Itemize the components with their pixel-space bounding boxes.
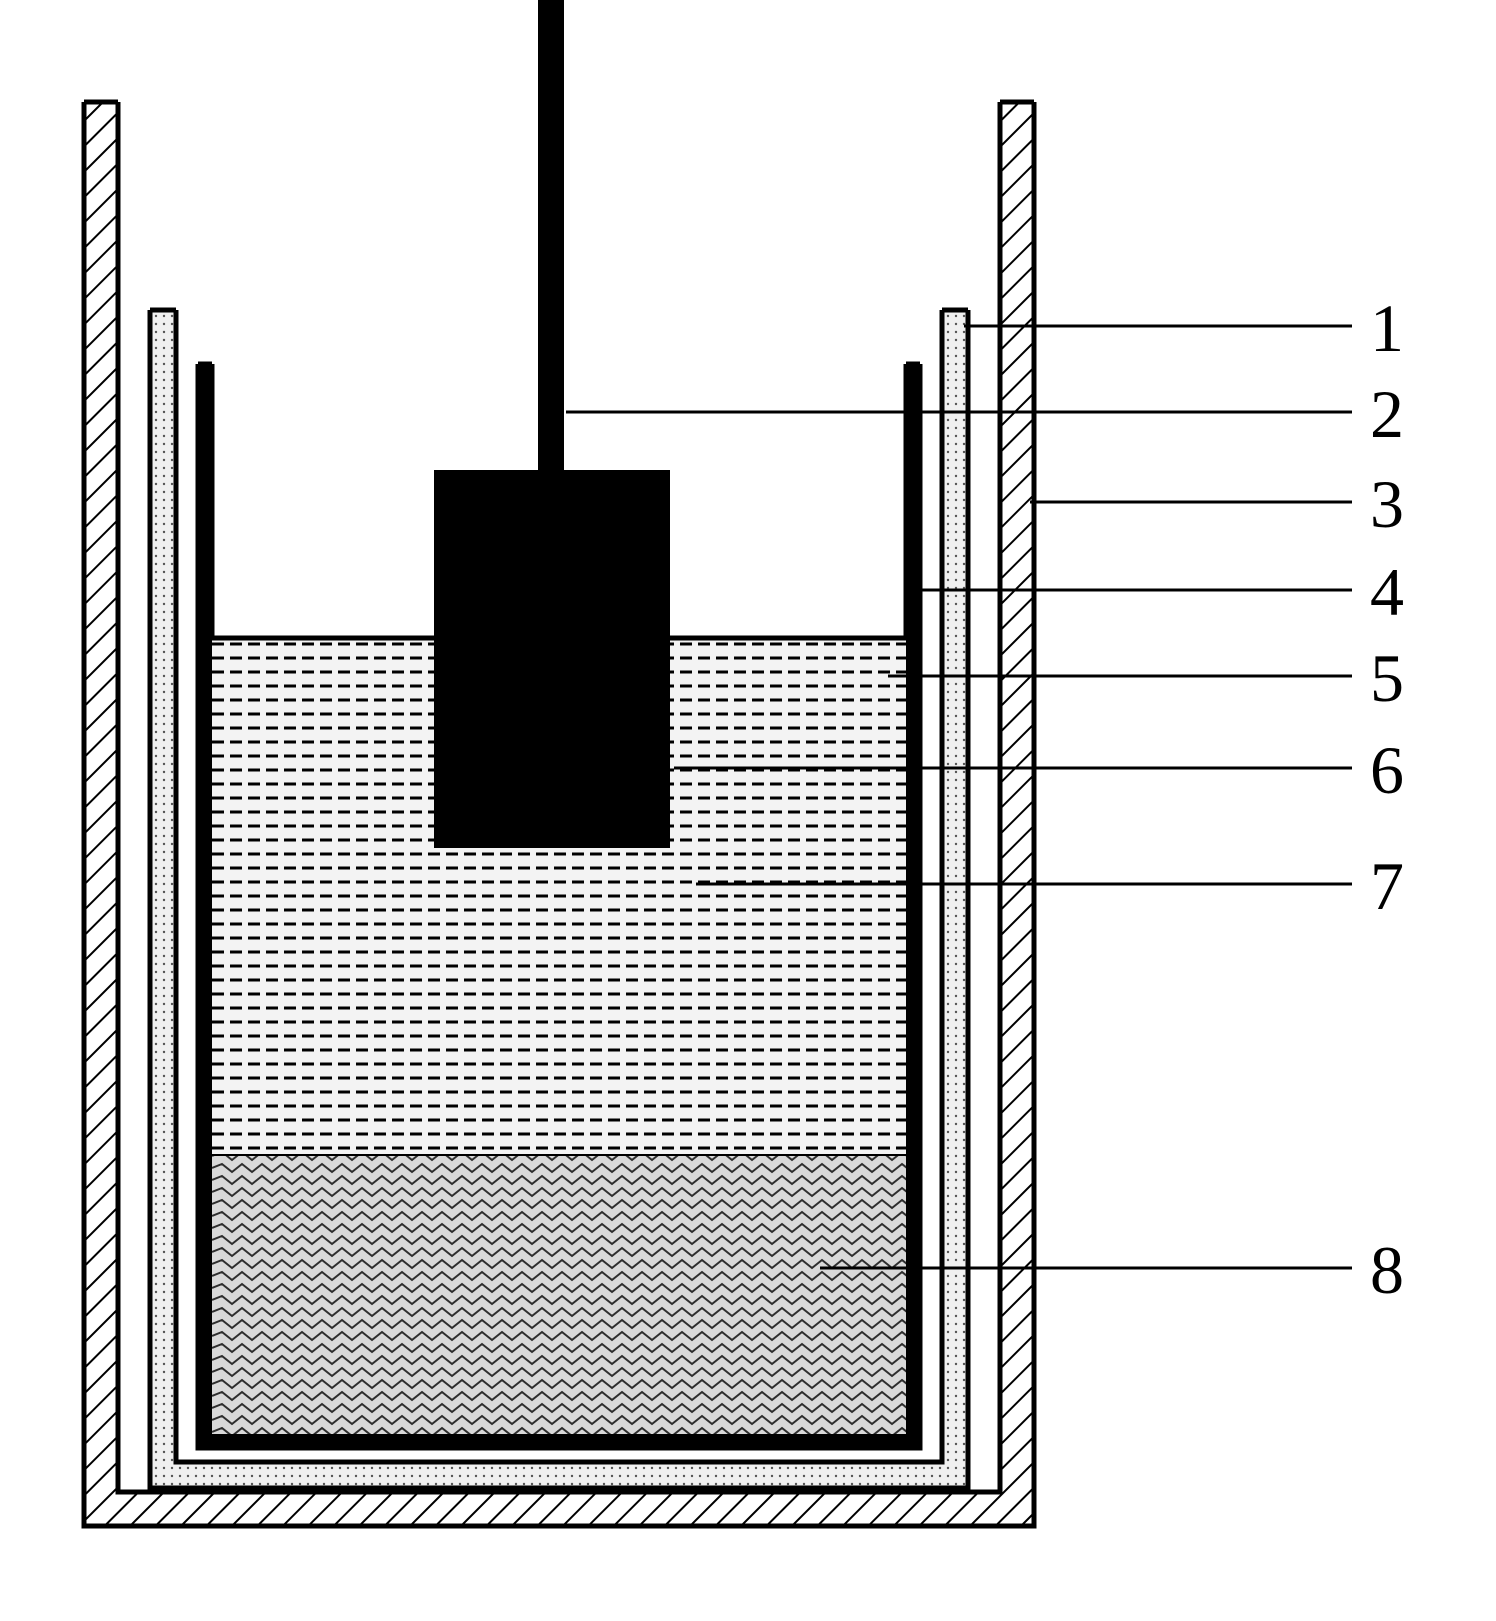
label-8: 8	[1370, 1231, 1404, 1310]
label-7: 7	[1370, 847, 1404, 926]
diagram-svg	[0, 0, 1496, 1616]
label-6: 6	[1370, 731, 1404, 810]
diagram-root: 1 2 3 4 5 6 7 8	[0, 0, 1496, 1616]
label-4: 4	[1370, 553, 1404, 632]
label-1: 1	[1370, 289, 1404, 368]
label-2: 2	[1370, 375, 1404, 454]
label-5: 5	[1370, 639, 1404, 718]
label-3: 3	[1370, 465, 1404, 544]
